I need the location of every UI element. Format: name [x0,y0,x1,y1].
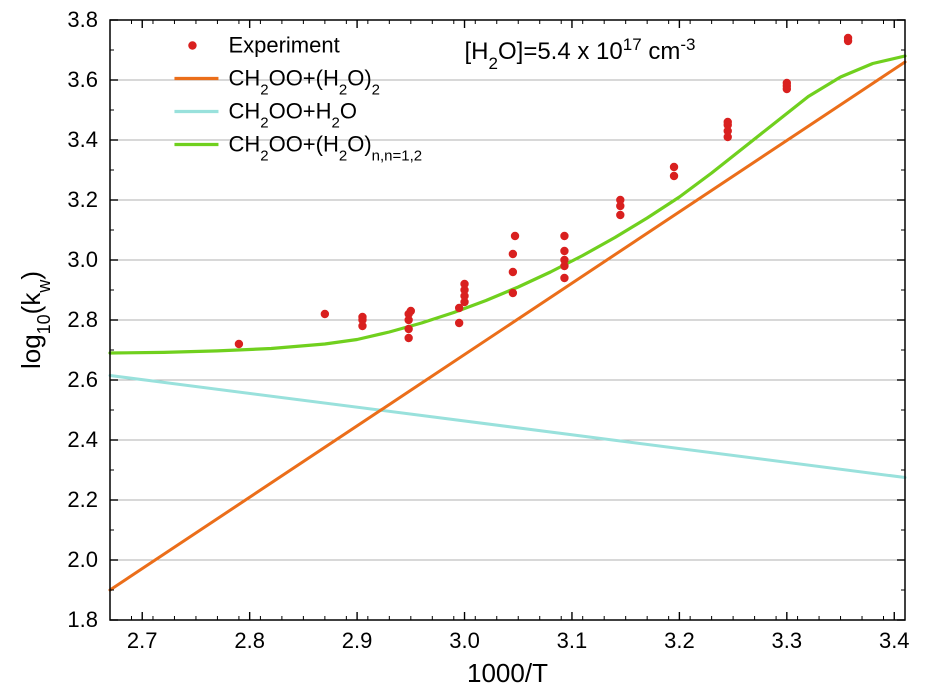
y-tick-label: 2.2 [67,487,98,512]
y-tick-label: 3.2 [67,187,98,212]
data-point [560,256,568,264]
data-point [509,250,517,258]
y-tick-label: 3.6 [67,67,98,92]
y-tick-label: 2.8 [67,307,98,332]
data-point [404,334,412,342]
x-tick-label: 3.2 [664,628,695,653]
data-point [511,232,519,240]
x-tick-label: 3.1 [557,628,588,653]
data-point [509,268,517,276]
y-tick-label: 2.4 [67,427,98,452]
data-point [460,280,468,288]
y-tick-label: 2.0 [67,547,98,572]
data-point [560,232,568,240]
y-tick-label: 2.6 [67,367,98,392]
y-tick-label: 3.0 [67,247,98,272]
x-tick-label: 2.8 [234,628,265,653]
data-point [455,319,463,327]
data-point [616,196,624,204]
chart-svg: 2.7 2.8 2.9 3.0 3.1 3.2 3.3 3.4 1.8 2.0 2.2 2.4 2.6 2… [0,0,930,694]
arrhenius-chart: 2.7 2.8 2.9 3.0 3.1 3.2 3.3 3.4 1.8 2.0 2.2 2.4 2.6 2… [0,0,930,694]
y-tick-label: 3.8 [67,7,98,32]
data-point [407,307,415,315]
data-point [321,310,329,318]
data-point [404,325,412,333]
x-tick-label: 3.3 [772,628,803,653]
legend-label: Experiment [228,33,339,58]
data-point [670,163,678,171]
data-point [616,211,624,219]
x-tick-label: 3.4 [879,628,910,653]
data-point [560,274,568,282]
x-tick-label: 2.9 [342,628,373,653]
data-point [560,247,568,255]
data-point [358,313,366,321]
y-tick-label: 1.8 [67,607,98,632]
x-tick-label: 3.0 [449,628,480,653]
x-axis-label: 1000/T [467,658,548,688]
data-point [724,118,732,126]
y-tick-label: 3.4 [67,127,98,152]
legend-marker [188,41,196,49]
data-point [670,172,678,180]
x-tick-label: 2.7 [127,628,158,653]
data-point [509,289,517,297]
data-point [235,340,243,348]
data-point [844,34,852,42]
data-point [783,79,791,87]
